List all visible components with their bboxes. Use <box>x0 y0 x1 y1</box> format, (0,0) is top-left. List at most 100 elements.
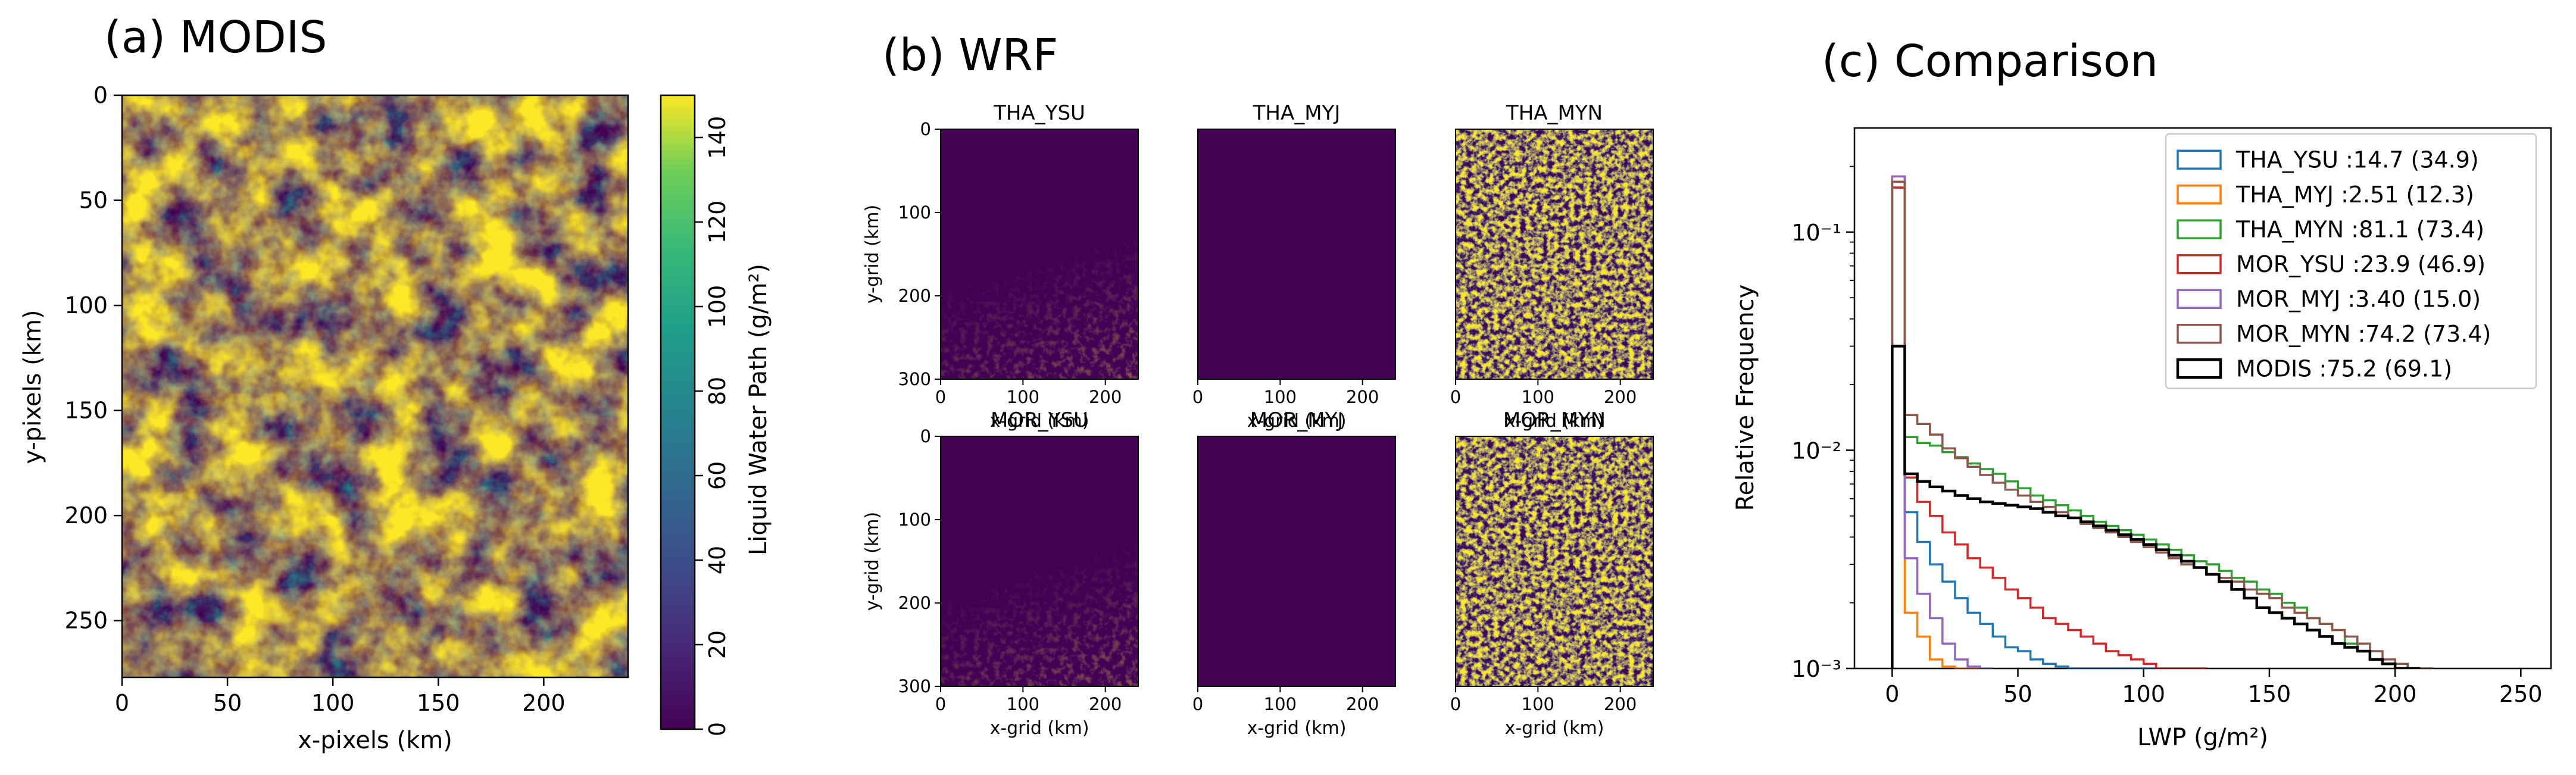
y-tick-label: 200 <box>898 593 931 613</box>
x-tick-label: 0 <box>1885 681 1899 707</box>
colorbar-tick-label: 120 <box>704 201 730 244</box>
x-tick-label: 0 <box>1192 694 1203 714</box>
panel-a-title: (a) MODIS <box>104 12 327 63</box>
panel-a-x-ticks: 0 50 100 150 200 <box>115 677 566 716</box>
subplot-x-label: x-grid (km) <box>1505 718 1604 739</box>
x-tick-label: 0 <box>935 387 946 407</box>
colorbar-tick-label: 100 <box>704 285 730 329</box>
legend: THA_YSU :14.7 (34.9) THA_MYJ :2.51 (12.3)… <box>2165 133 2537 389</box>
wrf-subplot-tha-myj: THA_MYJ 0 100 200 x-grid (km) <box>1192 101 1396 432</box>
wrf-subplot-mor-myj: MOR_MYJ 0 100 200 x-grid (km) <box>1192 408 1396 739</box>
comparison-axes: 0 50 100 150 200 250 10⁻¹ 10⁻² 10⁻³ <box>1791 127 2552 707</box>
legend-box <box>2165 133 2537 389</box>
colorbar-tick-label: 140 <box>704 116 730 160</box>
subplot-title: MOR_MYN <box>1503 408 1606 432</box>
panel-c-x-label: LWP (g/m²) <box>2137 724 2268 751</box>
legend-entry-label: MOR_MYJ :3.40 (15.0) <box>2236 286 2481 312</box>
legend-swatch <box>2177 219 2222 239</box>
x-tick-label: 0 <box>935 694 946 714</box>
modis-lwp-map <box>121 94 629 679</box>
x-tick-label: 0 <box>1192 387 1203 407</box>
x-tick-label: 100 <box>1007 387 1039 407</box>
subplot-y-label: y-grid (km) <box>862 512 883 611</box>
legend-swatch <box>2177 149 2222 170</box>
subplot-y-label: y-grid (km) <box>862 205 883 304</box>
panel-a-x-label: x-pixels (km) <box>298 727 452 754</box>
colorbar-tick-label: 20 <box>704 630 730 659</box>
y-tick-label: 0 <box>920 426 931 446</box>
histogram-series <box>1891 175 2433 668</box>
x-tick-label: 200 <box>522 690 566 716</box>
subplot-x-label: x-grid (km) <box>990 411 1089 432</box>
x-tick-label: 50 <box>2003 681 2032 707</box>
y-tick-label: 50 <box>79 188 108 214</box>
panel-a-y-label: y-pixels (km) <box>19 310 46 464</box>
colorbar-tick-label: 40 <box>704 546 730 574</box>
histogram-series-line <box>1891 175 1993 668</box>
colorbar-tick-label: 60 <box>704 461 730 490</box>
x-tick-label: 150 <box>2248 681 2291 707</box>
y-tick-label: 0 <box>920 119 931 139</box>
y-tick-label: 100 <box>64 292 108 318</box>
y-tick-label: 100 <box>898 510 931 530</box>
colorbar-tick-label: 0 <box>704 722 730 736</box>
y-tick-label: 200 <box>64 502 108 529</box>
subplot-frame <box>1197 436 1396 687</box>
subplot-title: THA_MYJ <box>1253 101 1341 125</box>
legend-entry-label: MOR_YSU :23.9 (46.9) <box>2236 251 2486 277</box>
colorbar-tick-label: 80 <box>704 377 730 405</box>
x-tick-label: 200 <box>1089 694 1122 714</box>
legend-entry-label: MOR_MYN :74.2 (73.4) <box>2236 321 2491 347</box>
subplot-frame <box>940 129 1139 380</box>
y-tick-label: 100 <box>898 202 931 223</box>
subplot-x-label: x-grid (km) <box>1505 411 1604 432</box>
x-tick-label: 100 <box>2122 681 2165 707</box>
subplot-title: MOR_YSU <box>991 408 1088 432</box>
subplot-frame <box>940 436 1139 687</box>
panel-a-y-ticks: 0 50 100 150 200 250 <box>64 82 122 634</box>
histogram-series-line <box>1891 186 2156 668</box>
subplot-x-label: x-grid (km) <box>990 718 1089 739</box>
histogram-series-line <box>1891 345 2421 668</box>
x-tick-label: 100 <box>1264 694 1297 714</box>
y-tick-label: 10⁻² <box>1791 438 1841 464</box>
legend-entry-label: MODIS :75.2 (69.1) <box>2236 355 2452 382</box>
panel-c-title: (c) Comparison <box>1822 36 2158 87</box>
legend-entry-label: THA_MYN :81.1 (73.4) <box>2235 216 2484 242</box>
x-tick-label: 250 <box>2499 681 2543 707</box>
colorbar-ticks: 0 20 40 60 80 100 120 140 <box>695 116 730 736</box>
legend-entry-label: THA_YSU :14.7 (34.9) <box>2235 146 2479 173</box>
x-tick-label: 200 <box>1346 694 1379 714</box>
subplot-frame <box>1197 129 1396 380</box>
x-tick-label: 100 <box>1522 694 1554 714</box>
y-tick-label: 10⁻¹ <box>1791 220 1841 246</box>
x-tick-label: 0 <box>1450 387 1461 407</box>
histogram-series-line <box>1891 186 2207 668</box>
subplot-title: THA_YSU <box>993 101 1085 125</box>
x-tick-label: 50 <box>213 690 242 716</box>
y-tick-label: 300 <box>898 369 931 389</box>
y-tick-label: 150 <box>64 398 108 424</box>
x-tick-label: 0 <box>1450 694 1461 714</box>
y-tick-label: 10⁻³ <box>1791 656 1841 682</box>
x-tick-label: 200 <box>1604 694 1637 714</box>
y-tick-label: 300 <box>898 676 931 696</box>
x-tick-label: 100 <box>1264 387 1297 407</box>
legend-swatch <box>2177 324 2222 344</box>
panel-b-title: (b) WRF <box>882 30 1058 81</box>
colorbar <box>660 94 696 730</box>
subplot-frame <box>1455 129 1654 380</box>
x-tick-label: 200 <box>2374 681 2417 707</box>
y-tick-label: 0 <box>93 82 108 108</box>
y-tick-label: 250 <box>64 608 108 634</box>
subplot-title: MOR_MYJ <box>1250 408 1344 432</box>
subplot-title: THA_MYN <box>1506 101 1603 125</box>
legend-swatch <box>2176 358 2222 379</box>
subplot-x-label: x-grid (km) <box>1247 411 1347 432</box>
x-tick-label: 200 <box>1346 387 1379 407</box>
